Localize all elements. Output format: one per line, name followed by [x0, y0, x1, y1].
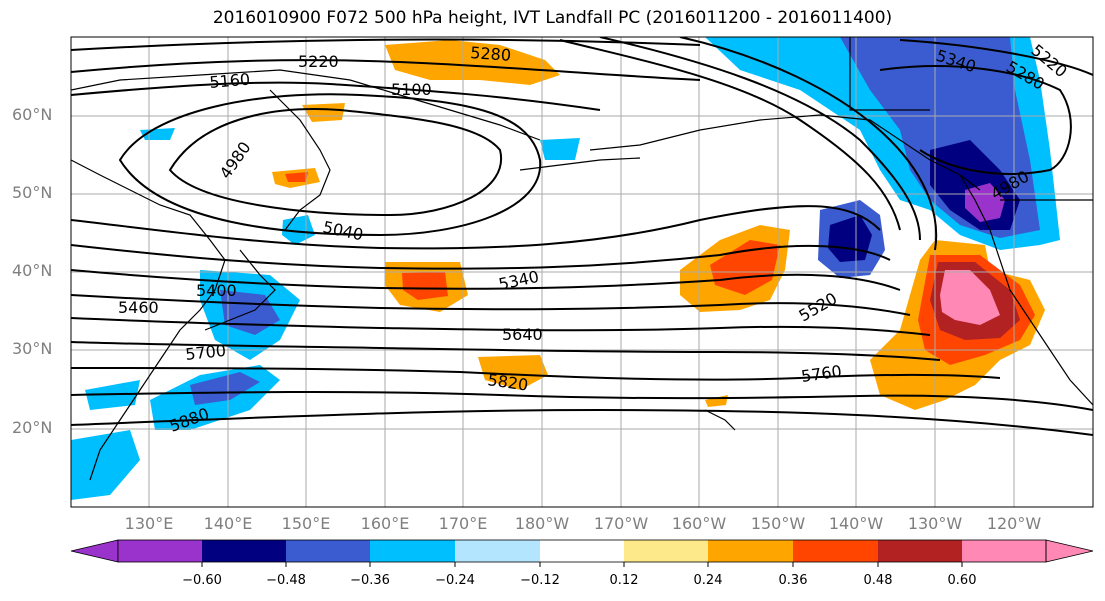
colorbar-swatch: [878, 540, 962, 562]
contour-line: [71, 390, 1093, 411]
ivt-positive-region-dateline: [478, 355, 548, 390]
contour-line: [71, 244, 891, 270]
contour-label: 5280: [470, 43, 512, 65]
colorbar-tick-label: −0.60: [182, 573, 222, 588]
colorbar-tick-label: −0.12: [520, 573, 560, 588]
lat-label: 50°N: [12, 183, 53, 202]
lat-label: 20°N: [12, 418, 53, 437]
contour-line: [118, 93, 542, 237]
colorbar-tick-label: 0.48: [863, 573, 893, 588]
colorbar-swatch: [370, 540, 455, 562]
colorbar-frame: [117, 539, 1047, 563]
height-contours: [71, 37, 1093, 436]
colorbar: [70, 539, 1094, 567]
contour-line: [899, 39, 1093, 76]
coastline-canada-us: [959, 174, 1093, 406]
contour-line: [71, 367, 1001, 381]
colorbar-swatch: [455, 540, 540, 562]
contour-line: [71, 59, 701, 81]
contour-line: [168, 108, 503, 217]
contour-line: [71, 408, 1093, 436]
ivt-positive-region-north: [385, 40, 560, 85]
lon-label: 130°W: [907, 514, 963, 533]
lon-label: 160°W: [671, 514, 727, 533]
ivt-negative-region-subtropics-mid: [190, 372, 260, 405]
lon-label: 170°E: [438, 514, 488, 533]
coastline-japan: [204, 249, 276, 331]
ivt-positive-region-kamchatka-mid: [285, 172, 308, 182]
lon-label: 120°W: [986, 514, 1042, 533]
colorbar-swatch: [286, 540, 370, 562]
contour-line: [879, 65, 1072, 175]
colorbar-tick-label: 0.24: [693, 573, 723, 588]
lon-label: 170°W: [593, 514, 649, 533]
lon-label: 140°W: [828, 514, 884, 533]
ivt-shading: [71, 37, 1060, 500]
contour-line: [71, 38, 701, 51]
coastline-siberia: [71, 69, 541, 141]
coastlines: [71, 37, 1093, 481]
contour-line: [599, 37, 921, 241]
map-frame: [70, 36, 1094, 508]
colorbar-swatch: [540, 540, 624, 562]
colorbar-tick-label: 0.12: [609, 573, 639, 588]
ivt-negative-region-sw: [71, 430, 140, 500]
contour-line: [71, 269, 901, 291]
contour-label: 5700: [184, 341, 226, 364]
lon-label: 180°W: [514, 514, 570, 533]
colorbar-extend-left: [70, 539, 119, 563]
coastline-alaska: [589, 114, 981, 191]
colorbar-swatch: [202, 540, 286, 562]
contour-line: [559, 39, 901, 231]
lon-label: 150°W: [750, 514, 806, 533]
colorbar-swatch: [118, 540, 202, 562]
colorbar-extend-right: [1045, 539, 1094, 563]
colorbar-swatch: [624, 540, 708, 562]
map-grid: [71, 37, 1093, 507]
colorbar-tick-label: 0.60: [947, 573, 977, 588]
contour-label: 5460: [118, 298, 159, 317]
map-area: 5160 5220 5280 5100 4980 5040 5340 5400 …: [71, 37, 1093, 507]
lat-label: 40°N: [12, 261, 53, 280]
colorbar-tick-label: 0.36: [778, 573, 808, 588]
lon-label: 160°E: [360, 514, 410, 533]
contour-line: [71, 81, 601, 111]
ivt-negative-region-alaska-max: [965, 183, 1005, 222]
ivt-positive-region-central-mid: [402, 272, 448, 300]
map-title: 2016010900 F072 500 hPa height, IVT Land…: [212, 8, 893, 28]
contour-line: [71, 205, 881, 250]
lon-label: 150°E: [281, 514, 331, 533]
hawaii-islands: [704, 409, 736, 431]
colorbar-swatch: [793, 540, 878, 562]
colorbar-tick-label: −0.48: [266, 573, 306, 588]
contour-label: 5640: [502, 325, 543, 344]
colorbar-swatch: [962, 540, 1046, 562]
contour-label: 5220: [298, 52, 339, 71]
contour-label: 5100: [391, 80, 432, 99]
contour-line: [71, 294, 911, 316]
contour-line: [71, 341, 941, 361]
lon-label: 140°E: [203, 514, 253, 533]
ivt-negative-region-small2: [540, 138, 580, 160]
lat-label: 30°N: [12, 339, 53, 358]
ivt-positive-region-small-north: [302, 103, 345, 122]
border-alaska-canada: [849, 37, 930, 111]
colorbar-tick-label: −0.36: [350, 573, 390, 588]
ivt-positive-region-east-mid: [710, 240, 780, 295]
contour-line: [679, 37, 938, 251]
colorbar-tick-label: −0.24: [435, 573, 475, 588]
colorbar-swatch: [708, 540, 793, 562]
contour-line: [71, 317, 931, 336]
contour-label: 5160: [209, 70, 251, 92]
lon-label: 130°E: [124, 514, 174, 533]
contour-label: 5400: [196, 281, 237, 300]
ivt-positive-region-landfall-max: [940, 270, 1000, 325]
coastline-asia: [71, 159, 226, 481]
lat-label: 60°N: [12, 105, 53, 124]
